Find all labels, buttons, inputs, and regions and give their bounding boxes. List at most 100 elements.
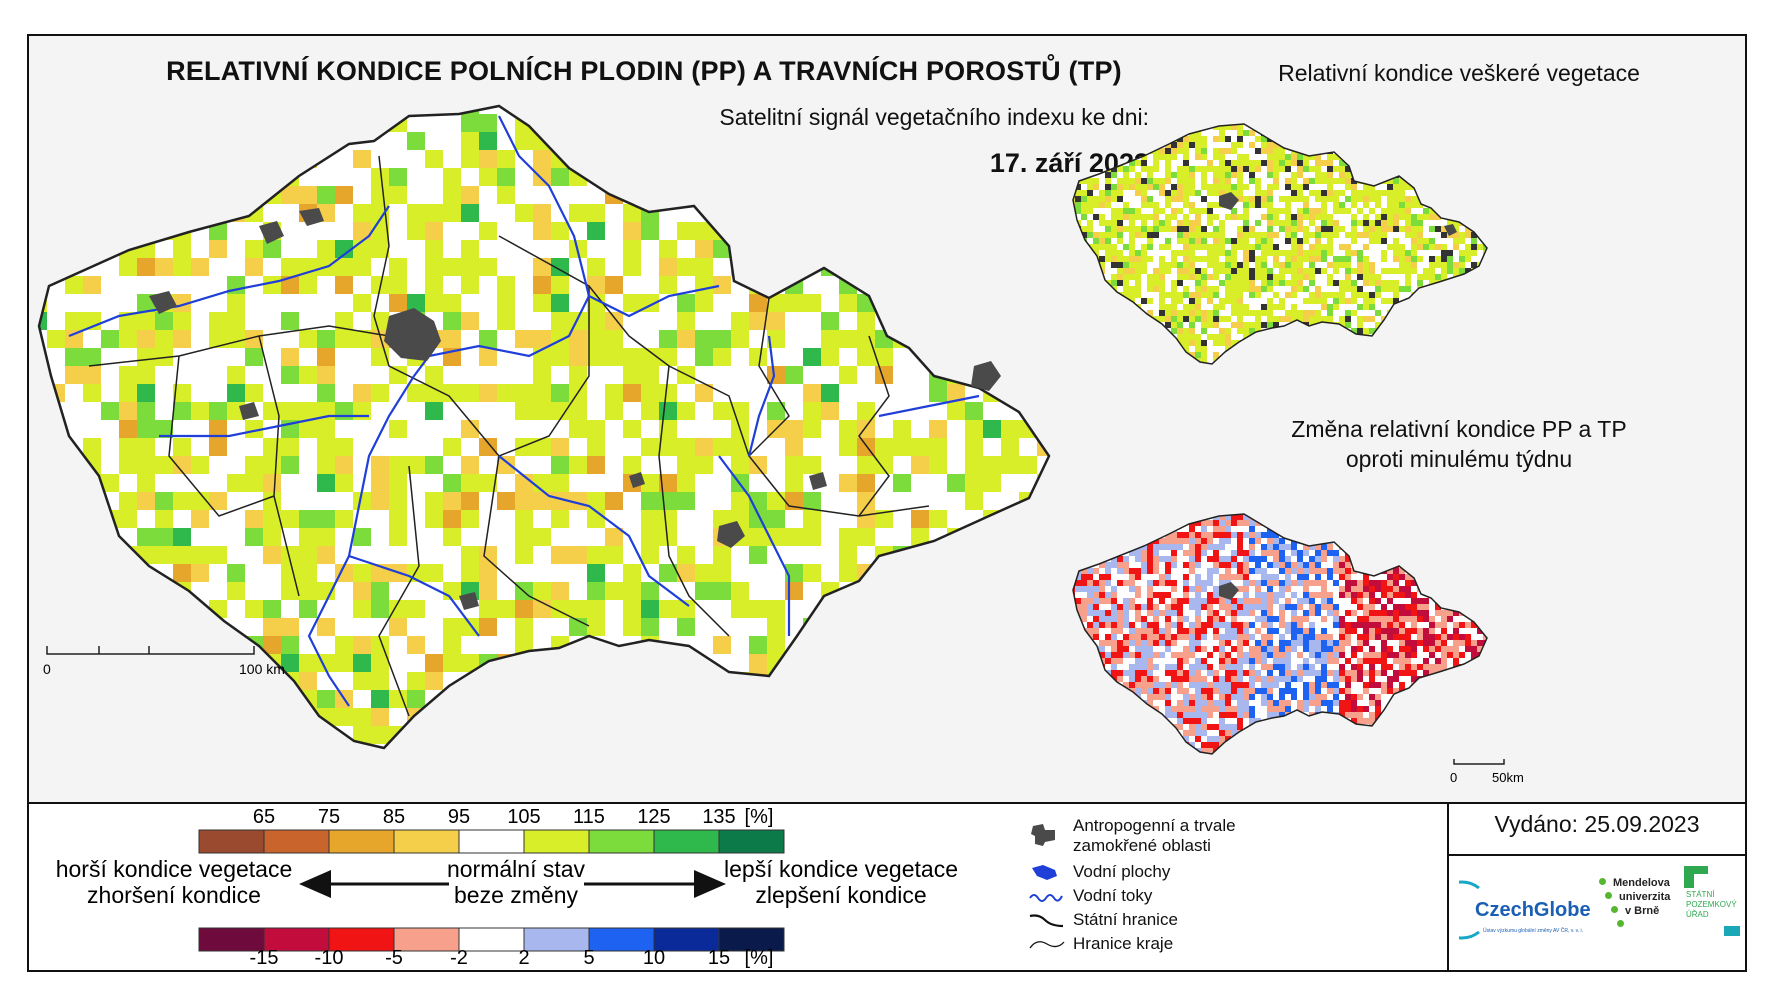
main-map-cell (263, 510, 281, 528)
inset-vegetation-cell (1423, 142, 1429, 148)
inset-vegetation-cell (1081, 214, 1087, 220)
main-map-cell (875, 726, 893, 744)
inset-vegetation-cell (1201, 208, 1207, 214)
inset-vegetation-cell (1117, 148, 1123, 154)
inset-change-cell (1411, 592, 1417, 598)
main-map-cell (587, 618, 605, 636)
inset-change-cell (1369, 568, 1375, 574)
inset-vegetation-cell (1153, 124, 1159, 130)
main-map-cell (911, 240, 929, 258)
inset-vegetation-cell (1141, 106, 1147, 112)
inset-change-cell (1267, 502, 1273, 508)
main-map-cell (209, 114, 227, 132)
inset-change-cell (1303, 598, 1309, 604)
inset-vegetation-cell (1189, 172, 1195, 178)
main-map-cell (965, 258, 983, 276)
inset-change-cell (1081, 514, 1087, 520)
inset-change-cell (1333, 502, 1339, 508)
inset-change-cell (1147, 580, 1153, 586)
inset-vegetation-cell (1297, 136, 1303, 142)
inset-vegetation-cell (1159, 262, 1165, 268)
inset-vegetation-cell (1465, 280, 1471, 286)
inset-change-cell (1087, 502, 1093, 508)
inset-vegetation-cell (1183, 160, 1189, 166)
inset-vegetation-cell (1489, 124, 1495, 130)
inset-vegetation-cell (1285, 220, 1291, 226)
inset-vegetation-cell (1321, 160, 1327, 166)
inset-change-cell (1171, 652, 1177, 658)
inset-change-cell (1321, 550, 1327, 556)
inset-change-cell (1159, 538, 1165, 544)
inset-vegetation-cell (1189, 232, 1195, 238)
inset-vegetation-cell (1327, 160, 1333, 166)
inset-change-cell (1459, 496, 1465, 502)
inset-vegetation-cell (1081, 310, 1087, 316)
inset-change-cell (1171, 640, 1177, 646)
inset-vegetation-cell (1387, 316, 1393, 322)
main-map-cell (803, 528, 821, 546)
main-map-cell (209, 402, 227, 420)
inset-change-cell (1159, 496, 1165, 502)
inset-vegetation-cell (1435, 352, 1441, 358)
main-map-cell (39, 420, 47, 438)
main-map-cell (713, 708, 731, 726)
inset-change-cell (1453, 496, 1459, 502)
inset-vegetation-cell (1465, 118, 1471, 124)
main-map-cell (731, 186, 749, 204)
inset-vegetation-cell (1417, 238, 1423, 244)
main-map-cell (713, 726, 731, 744)
inset-change-cell (1141, 652, 1147, 658)
inset-vegetation-cell (1147, 226, 1153, 232)
main-map-cell (695, 438, 713, 456)
inset-change-cell (1405, 616, 1411, 622)
inset-change-cell (1117, 562, 1123, 568)
inset-vegetation-cell (1387, 286, 1393, 292)
inset-change-cell (1165, 502, 1171, 508)
main-map-cell (821, 132, 839, 150)
inset-change-cell (1351, 592, 1357, 598)
inset-change-cell (1369, 634, 1375, 640)
inset-vegetation-cell (1243, 220, 1249, 226)
inset-vegetation-cell (1105, 340, 1111, 346)
inset-change-cell (1111, 556, 1117, 562)
inset-change-cell (1369, 592, 1375, 598)
inset-vegetation-cell (1165, 304, 1171, 310)
inset-vegetation-cell (1279, 160, 1285, 166)
inset-vegetation-cell (1183, 262, 1189, 268)
main-map-cell (713, 276, 731, 294)
main-map-cell (317, 726, 335, 744)
inset-vegetation-cell (1495, 160, 1501, 166)
main-map-cell (281, 654, 299, 672)
main-map-cell (929, 762, 947, 780)
main-map-cell (47, 492, 65, 510)
inset-vegetation-cell (1381, 370, 1387, 376)
main-map-cell (839, 726, 857, 744)
inset-vegetation-cell (1213, 250, 1219, 256)
inset-change-cell (1423, 610, 1429, 616)
inset-vegetation-cell (1243, 130, 1249, 136)
inset-vegetation-cell (1303, 154, 1309, 160)
inset-vegetation-cell (1423, 370, 1429, 376)
inset-change-cell (1081, 646, 1087, 652)
inset-change-cell (1369, 550, 1375, 556)
inset-change-cell (1087, 628, 1093, 634)
inset-change-cell (1111, 658, 1117, 664)
inset-vegetation-cell (1315, 328, 1321, 334)
main-map-cell (137, 492, 155, 510)
inset-vegetation-cell (1165, 166, 1171, 172)
inset-change-cell (1147, 502, 1153, 508)
inset-change-cell (1249, 538, 1255, 544)
inset-vegetation-cell (1291, 214, 1297, 220)
inset-change-cell (1243, 532, 1249, 538)
inset-change-cell (1225, 634, 1231, 640)
inset-vegetation-cell (1231, 124, 1237, 130)
inset-vegetation-cell (1147, 202, 1153, 208)
inset-change-cell (1447, 580, 1453, 586)
main-map-cell (299, 276, 317, 294)
inset-change-cell (1111, 520, 1117, 526)
inset-vegetation-cell (1213, 178, 1219, 184)
inset-vegetation-cell (1243, 262, 1249, 268)
inset-vegetation-cell (1411, 334, 1417, 340)
inset-vegetation-cell (1285, 160, 1291, 166)
main-map-cell (983, 726, 1001, 744)
